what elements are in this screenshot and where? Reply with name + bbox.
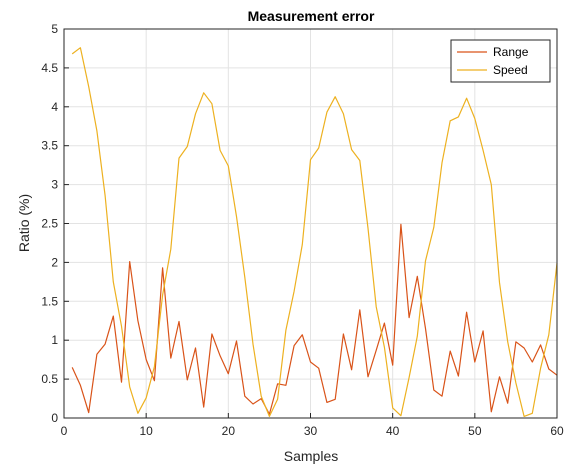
- y-axis-title: Ratio (%): [16, 194, 32, 252]
- x-tick-label: 50: [468, 424, 482, 438]
- x-tick-label: 30: [304, 424, 318, 438]
- y-tick-label: 4: [51, 100, 58, 114]
- legend-label-range: Range: [493, 45, 529, 59]
- series-layer: [71, 47, 558, 417]
- x-tick-label: 10: [139, 424, 153, 438]
- legend-box: [450, 39, 551, 83]
- x-axis-title: Samples: [284, 448, 338, 464]
- x-tick-label: 60: [550, 424, 564, 438]
- chart-title: Measurement error: [248, 8, 375, 24]
- legend-label-speed: Speed: [493, 63, 528, 77]
- y-tick-label: 1: [51, 333, 58, 347]
- x-tick-label: 40: [386, 424, 400, 438]
- x-tick-label: 0: [61, 424, 68, 438]
- y-tick-label: 3.5: [41, 139, 58, 153]
- y-tick-label: 2.5: [41, 217, 58, 231]
- y-tick-label: 0.5: [41, 372, 58, 386]
- y-tick-label: 1.5: [41, 294, 58, 308]
- y-tick-label: 3: [51, 178, 58, 192]
- series-line-range: [71, 223, 558, 415]
- legend: Range Speed: [450, 39, 551, 83]
- y-tick-label: 2: [51, 255, 58, 269]
- y-tick-label: 4.5: [41, 61, 58, 75]
- ticks: 0 10 20 30 40 50 60 0 0.5 1 1.5 2 2.5 3 3.5 4 4.5 5: [41, 22, 564, 438]
- y-tick-label: 5: [51, 22, 58, 36]
- x-tick-label: 20: [222, 424, 236, 438]
- y-tick-label: 0: [51, 411, 58, 425]
- series-line-speed: [71, 47, 558, 417]
